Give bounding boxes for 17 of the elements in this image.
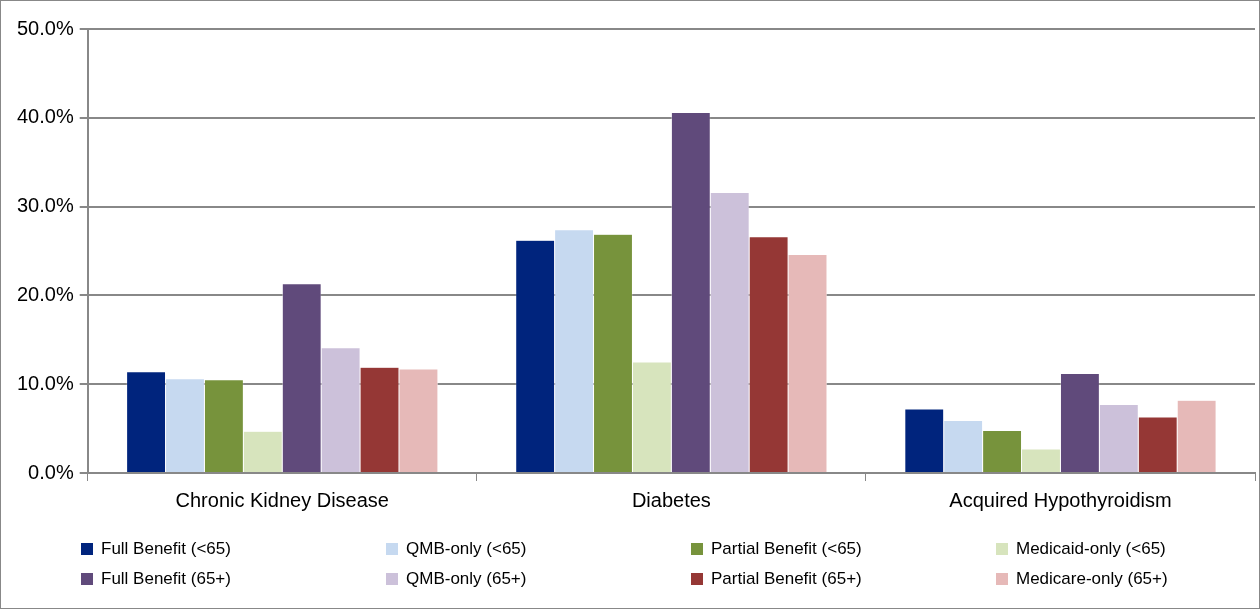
y-tick-label: 30.0%: [16, 194, 74, 217]
y-tick-label: 0.0%: [28, 460, 74, 483]
legend-label: Partial Benefit (<65): [711, 539, 862, 559]
y-tick-label: 40.0%: [16, 105, 74, 128]
x-tick-label: Acquired Hypothyroidism: [949, 488, 1172, 511]
x-tick-label: Chronic Kidney Disease: [175, 488, 389, 511]
legend-label: Partial Benefit (65+): [711, 569, 862, 589]
y-tick-label: 10.0%: [16, 371, 74, 394]
legend-label: Medicare-only (65+): [1016, 569, 1168, 589]
y-tick-label: 20.0%: [16, 282, 74, 305]
legend-label: Medicaid-only (<65): [1016, 539, 1166, 559]
legend-label: QMB-only (65+): [406, 569, 527, 589]
x-tick-label: Diabetes: [631, 488, 711, 511]
legend-label: QMB-only (<65): [406, 539, 527, 559]
legend-label: Full Benefit (<65): [101, 539, 231, 559]
legend-label: Full Benefit (65+): [101, 569, 231, 589]
y-tick-label: 50.0%: [16, 16, 74, 39]
